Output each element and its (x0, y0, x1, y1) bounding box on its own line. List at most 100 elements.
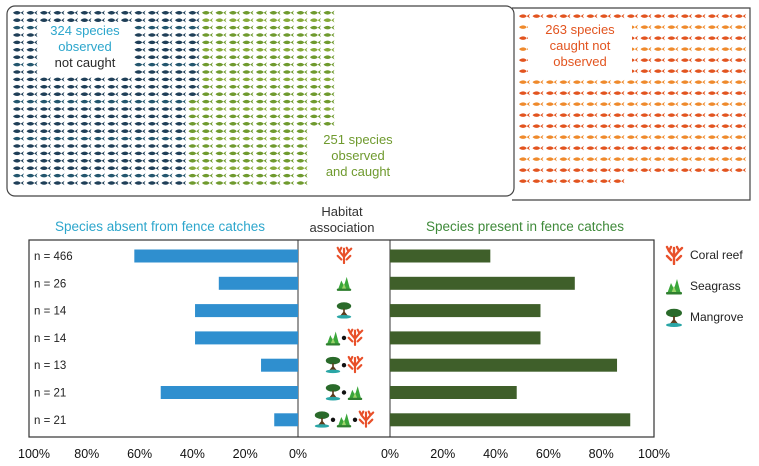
fish-icon-caught-observed (188, 128, 200, 134)
fish-icon-caught-observed (256, 84, 267, 90)
fish-icon-not-caught (107, 151, 119, 156)
fish-icon-caught-not-observed (667, 13, 679, 19)
fish-icon-not-caught (40, 121, 51, 127)
fish-icon-caught-not-observed (721, 68, 733, 74)
fish-icon-not-caught (13, 136, 24, 141)
fish-icon-caught-not-observed (708, 79, 719, 85)
fish-icon-caught-observed (269, 69, 281, 75)
fish-icon-caught-observed (215, 69, 227, 75)
fish-icon-not-caught (13, 165, 24, 171)
fish-icon-not-caught (121, 84, 132, 90)
fish-icon-not-caught (175, 62, 186, 67)
waffle-frame-left (6, 5, 515, 197)
fish-icon-not-caught (94, 99, 105, 104)
fish-icon-not-caught (161, 121, 173, 127)
fish-icon-caught-observed (310, 99, 321, 104)
fish-icon-caught-observed (323, 62, 335, 67)
fish-icon-caught-not-observed (681, 57, 692, 63)
fish-icon-not-caught (67, 143, 78, 149)
fish-icon-caught-observed (323, 25, 335, 30)
present-bar (390, 304, 541, 318)
center-panel-title-line: association (309, 220, 374, 235)
row-n-label: n = 14 (34, 306, 67, 318)
fish-icon-not-caught (121, 10, 132, 16)
fish-icon-caught-observed (310, 69, 321, 75)
fish-icon-caught-observed (202, 151, 213, 156)
fish-icon-not-caught (148, 121, 159, 127)
fish-icon-caught-observed (323, 77, 335, 82)
fish-icon-not-caught (40, 91, 51, 97)
fish-icon-not-caught (80, 151, 92, 156)
fish-icon-caught-observed (283, 40, 294, 45)
label-caught-not-observed: 263 species caught not observed (528, 20, 632, 74)
fish-icon-caught-observed (296, 40, 308, 45)
fish-icon-not-caught (134, 77, 146, 82)
fish-icon-caught-not-observed (681, 101, 692, 107)
fish-icon-caught-not-observed (640, 57, 652, 63)
fish-icon-not-caught (26, 114, 38, 119)
fish-icon-caught-observed (283, 62, 294, 67)
fish-icon-caught-observed (215, 40, 227, 45)
fish-icon-caught-observed (229, 25, 240, 30)
fish-icon-caught-not-observed (681, 145, 692, 151)
fish-icon-caught-not-observed (667, 112, 679, 118)
fish-icon-caught-observed (296, 121, 308, 127)
row-n-label: n = 21 (34, 415, 66, 427)
fish-icon-caught-not-observed (708, 68, 719, 74)
fish-icon-caught-not-observed (708, 145, 719, 151)
fish-icon-not-caught (26, 106, 38, 112)
fish-icon-not-caught (80, 128, 92, 134)
fish-icon-caught-observed (202, 106, 213, 112)
fish-icon-not-caught (107, 77, 119, 82)
fish-icon-caught-observed (215, 25, 227, 30)
fish-icon-caught-observed (283, 121, 294, 127)
row-n-label: n = 466 (34, 251, 73, 263)
fish-icon-caught-observed (283, 114, 294, 119)
fish-icon-caught-not-observed (627, 134, 638, 140)
present-bar (390, 386, 517, 399)
fish-icon-caught-not-observed (559, 167, 571, 173)
fish-icon-caught-observed (269, 17, 281, 23)
fish-icon-caught-not-observed (694, 145, 706, 151)
fish-icon-not-caught (53, 114, 65, 119)
fish-icon-caught-not-observed (667, 167, 679, 173)
fish-icon-not-caught (161, 54, 173, 60)
fish-icon-caught-observed (229, 143, 240, 149)
fish-icon-not-caught (13, 128, 24, 134)
fish-icon-caught-observed (202, 91, 213, 97)
fish-icon-caught-not-observed (559, 112, 571, 118)
fish-icon-not-caught (13, 17, 24, 23)
fish-icon-caught-observed (229, 180, 240, 186)
fish-icon-not-caught (175, 32, 186, 38)
fish-icon-not-caught (161, 99, 173, 104)
fish-icon-caught-observed (323, 10, 335, 16)
fish-icon-caught-observed (323, 40, 335, 45)
fish-icon-not-caught (13, 84, 24, 90)
fish-icon-caught-not-observed (627, 112, 638, 118)
fish-icon-not-caught (134, 40, 146, 45)
fish-icon-caught-observed (310, 84, 321, 90)
fish-icon-not-caught (94, 136, 105, 141)
fish-icon-caught-observed (229, 40, 240, 45)
fish-icon-caught-observed (269, 10, 281, 16)
fish-icon-caught-observed (229, 17, 240, 23)
fish-icon-caught-not-observed (546, 90, 557, 96)
fish-icon-not-caught (107, 173, 119, 178)
fish-icon-not-caught (67, 10, 78, 16)
fish-icon-caught-not-observed (721, 24, 733, 30)
fish-icon-caught-not-observed (613, 112, 625, 118)
fish-icon-caught-observed (256, 25, 267, 30)
coral-icon (358, 410, 375, 428)
fish-icon-not-caught (148, 114, 159, 119)
fish-icon-caught-not-observed (600, 123, 611, 129)
absent-bar (218, 276, 298, 290)
fish-icon-not-caught (94, 165, 105, 171)
fish-icon-caught-observed (215, 121, 227, 127)
fish-icon-caught-observed (256, 143, 267, 149)
fish-icon-not-caught (134, 180, 146, 186)
fish-icon-not-caught (175, 180, 186, 186)
fish-icon-caught-not-observed (667, 134, 679, 140)
fish-icon-caught-observed (188, 136, 200, 141)
fish-icon-caught-observed (202, 165, 213, 171)
fish-icon-caught-not-observed (546, 134, 557, 140)
